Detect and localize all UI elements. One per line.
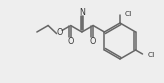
Text: N: N (79, 7, 85, 17)
Text: Cl: Cl (147, 52, 155, 58)
Text: O: O (90, 37, 96, 45)
Text: O: O (67, 37, 74, 45)
Text: O: O (56, 27, 62, 37)
Text: Cl: Cl (125, 11, 132, 17)
